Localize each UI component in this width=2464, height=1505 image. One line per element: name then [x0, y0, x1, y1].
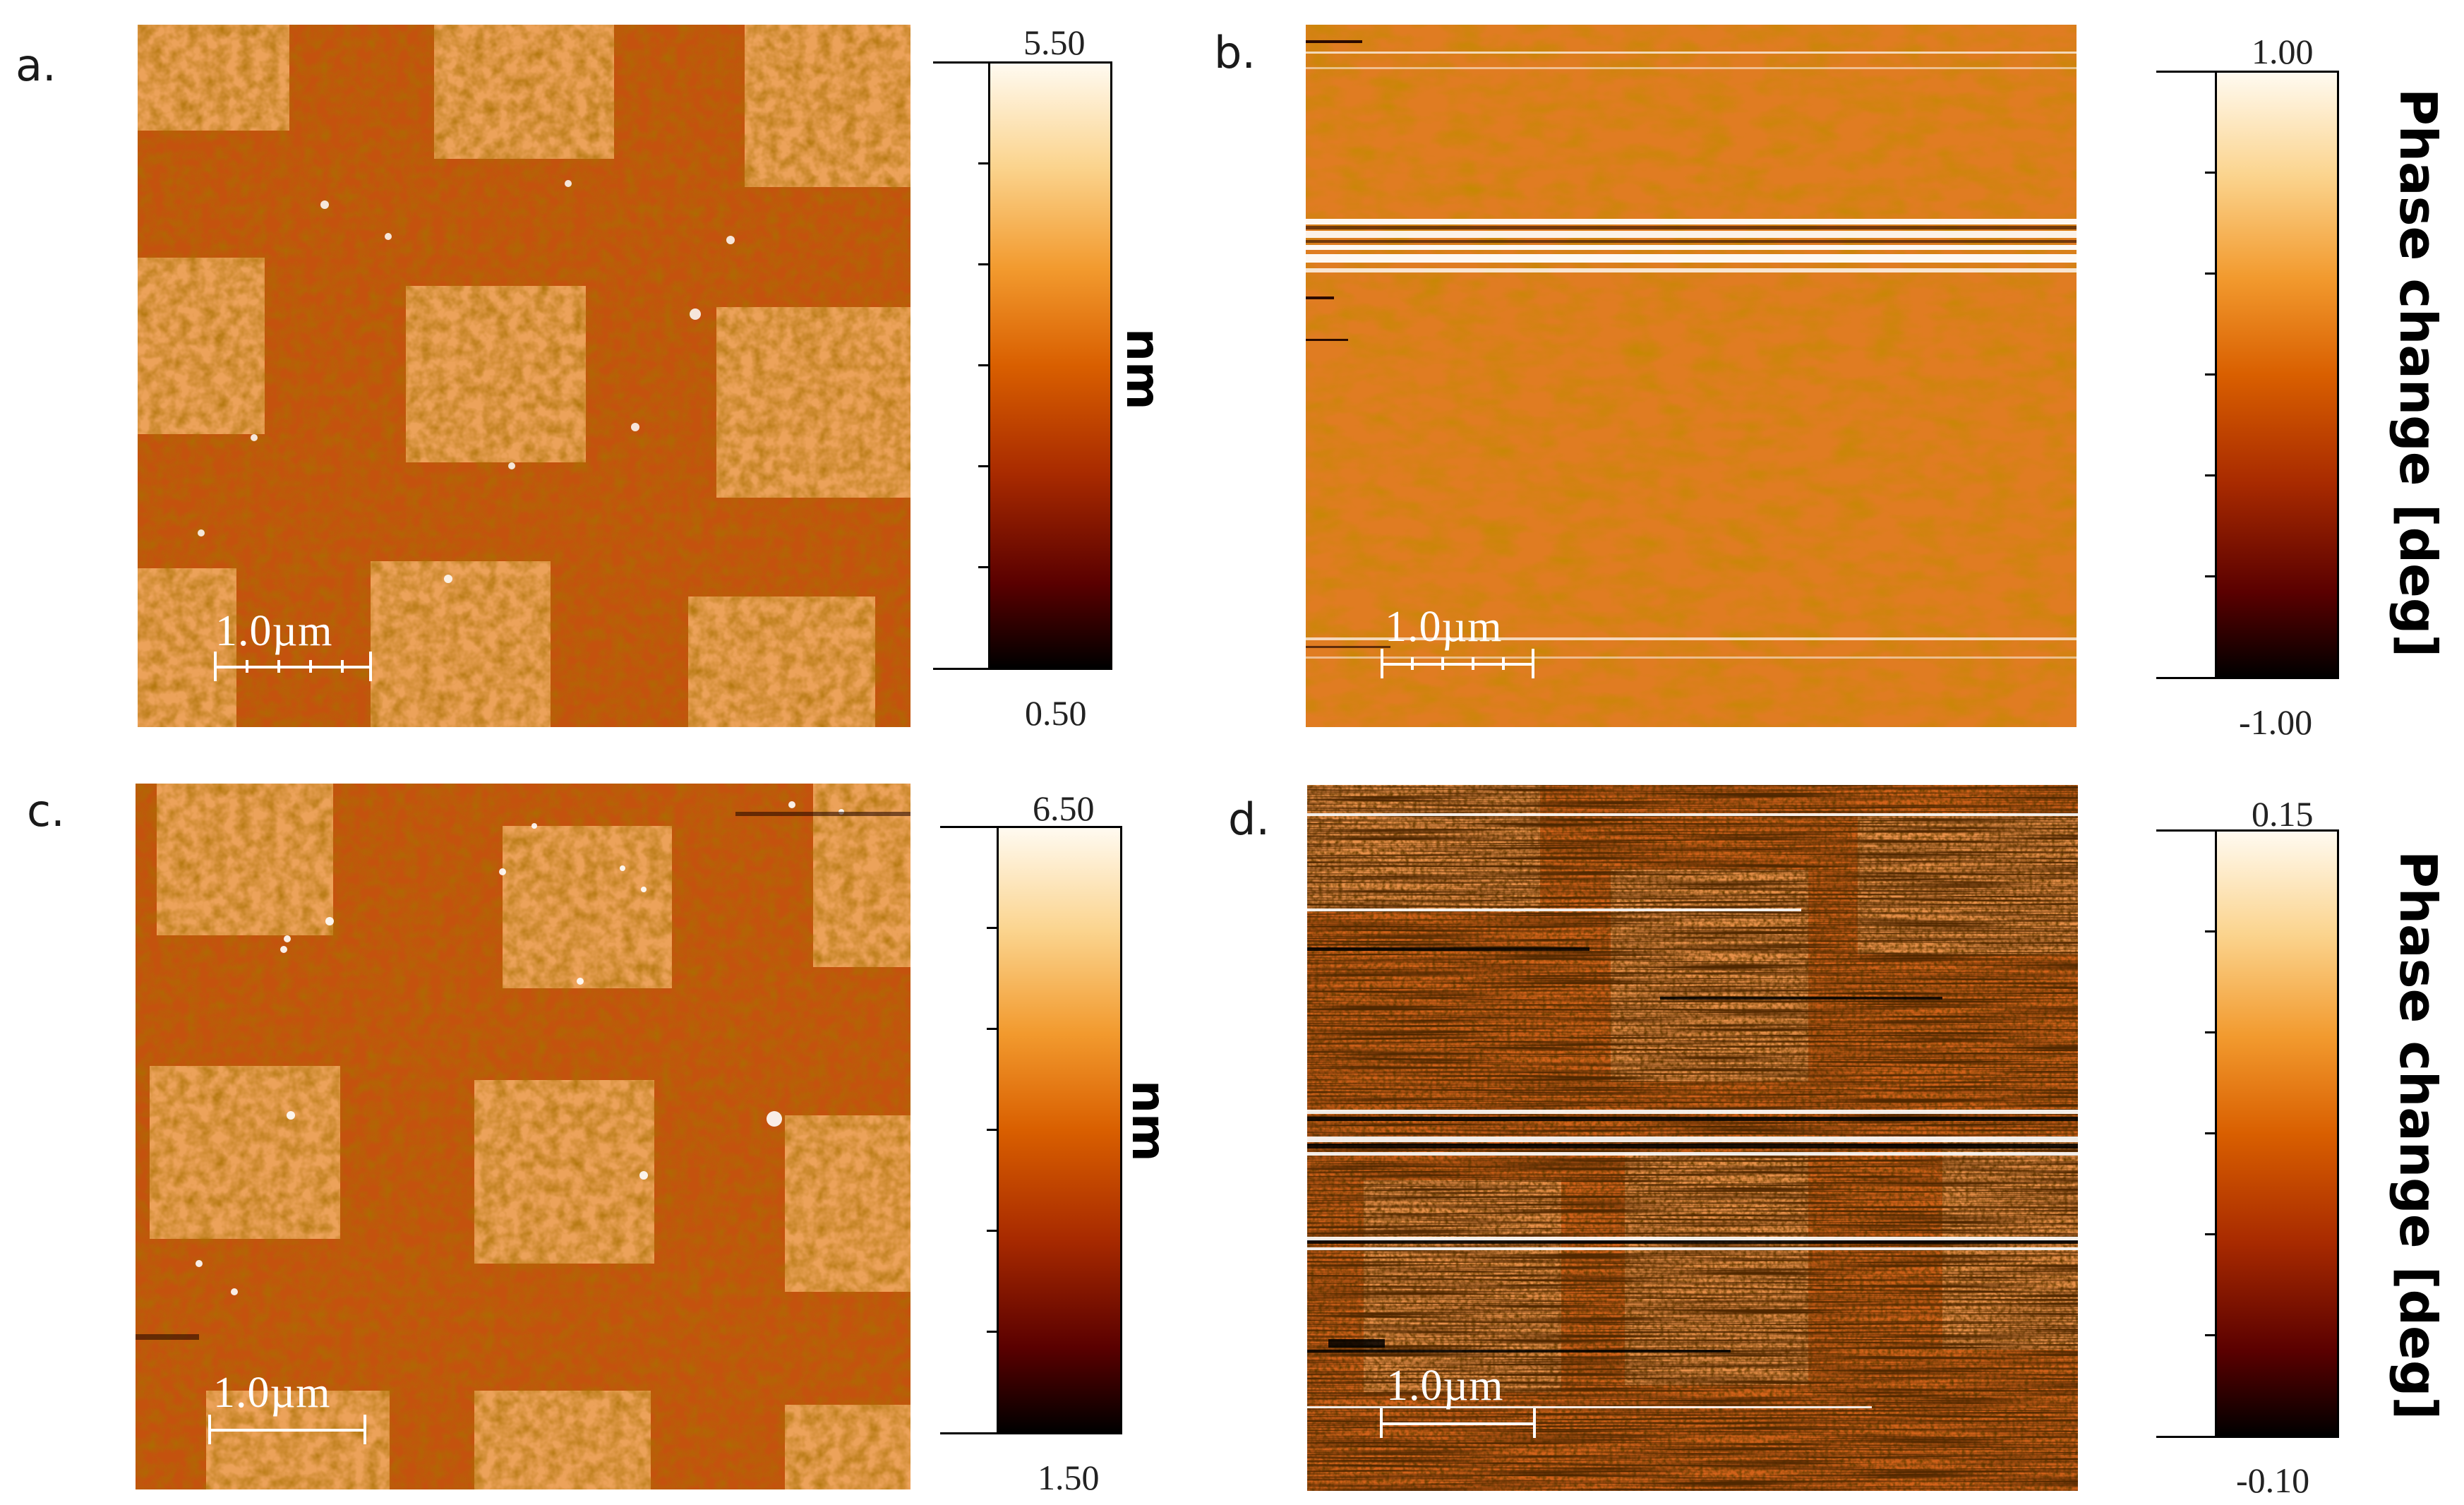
- colorbar-tick: [933, 668, 990, 670]
- scale-bar-label-c: 1.0µm: [213, 1369, 331, 1417]
- colorbar-unit-b: Phase change [deg]: [2388, 88, 2448, 658]
- colorbar-tick: [940, 1432, 998, 1434]
- colorbar-tick: [987, 927, 998, 929]
- colorbar-tick: [987, 1028, 998, 1030]
- colorbar-tick: [987, 1331, 998, 1333]
- colorbar-d: [2215, 829, 2339, 1438]
- colorbar-min-d: -0.10: [2236, 1461, 2310, 1500]
- colorbar-tick: [2205, 930, 2216, 933]
- colorbar-min-c: 1.50: [1038, 1458, 1100, 1497]
- panel-label-d: d.: [1228, 793, 1270, 845]
- colorbar-max-d: 0.15: [2252, 794, 2314, 834]
- colorbar-unit-d: Phase change [deg]: [2388, 851, 2448, 1420]
- colorbar-max-a: 5.50: [1023, 23, 1086, 62]
- scale-bar-label-b: 1.0µm: [1385, 603, 1503, 651]
- colorbar-tick: [987, 1230, 998, 1232]
- colorbar-max-b: 1.00: [2252, 32, 2314, 71]
- colorbar-tick: [2205, 1132, 2216, 1134]
- colorbar-tick: [940, 826, 998, 828]
- colorbar-tick: [2156, 71, 2216, 73]
- scale-bar-label-d: 1.0µm: [1386, 1362, 1504, 1410]
- scale-bar-c: [208, 1415, 366, 1444]
- colorbar-tick: [2205, 373, 2216, 376]
- colorbar-min-a: 0.50: [1025, 693, 1087, 733]
- panel-label-a: a.: [16, 40, 56, 91]
- colorbar-tick: [2205, 272, 2216, 275]
- scale-bar-label-a: 1.0µm: [215, 607, 333, 655]
- colorbar-tick: [2205, 172, 2216, 174]
- scale-bar-a: [214, 652, 372, 681]
- colorbar-tick: [2205, 1334, 2216, 1336]
- colorbar-c: [997, 826, 1122, 1434]
- colorbar-tick: [978, 566, 990, 568]
- colorbar-tick: [978, 465, 990, 467]
- colorbar-tick: [2205, 474, 2216, 476]
- afm-image-a: 1.0µm: [138, 25, 911, 727]
- colorbar-tick: [978, 162, 990, 164]
- colorbar-tick: [2205, 1233, 2216, 1235]
- colorbar-tick: [2156, 677, 2216, 679]
- scale-bar-d: [1380, 1408, 1536, 1438]
- colorbar-max-c: 6.50: [1033, 789, 1095, 828]
- panel-label-c: c.: [27, 785, 65, 837]
- colorbar-tick: [933, 61, 990, 64]
- colorbar-a: [988, 61, 1112, 670]
- colorbar-tick: [2205, 1031, 2216, 1033]
- colorbar-tick: [2156, 1436, 2216, 1438]
- colorbar-tick: [987, 1129, 998, 1131]
- afm-image-c: 1.0µm: [136, 784, 911, 1489]
- colorbar-unit-a: nm: [1116, 328, 1170, 410]
- colorbar-tick: [978, 263, 990, 265]
- colorbar-b: [2215, 71, 2339, 679]
- colorbar-tick: [978, 364, 990, 366]
- colorbar-tick: [2205, 575, 2216, 577]
- panel-label-b: b.: [1214, 27, 1256, 78]
- colorbar-tick: [2156, 829, 2216, 832]
- afm-image-d: 1.0µm: [1307, 785, 2078, 1491]
- afm-image-b: 1.0µm: [1306, 25, 2077, 727]
- colorbar-unit-c: nm: [1122, 1080, 1176, 1162]
- colorbar-min-b: -1.00: [2239, 702, 2313, 742]
- scale-bar-b: [1381, 649, 1534, 678]
